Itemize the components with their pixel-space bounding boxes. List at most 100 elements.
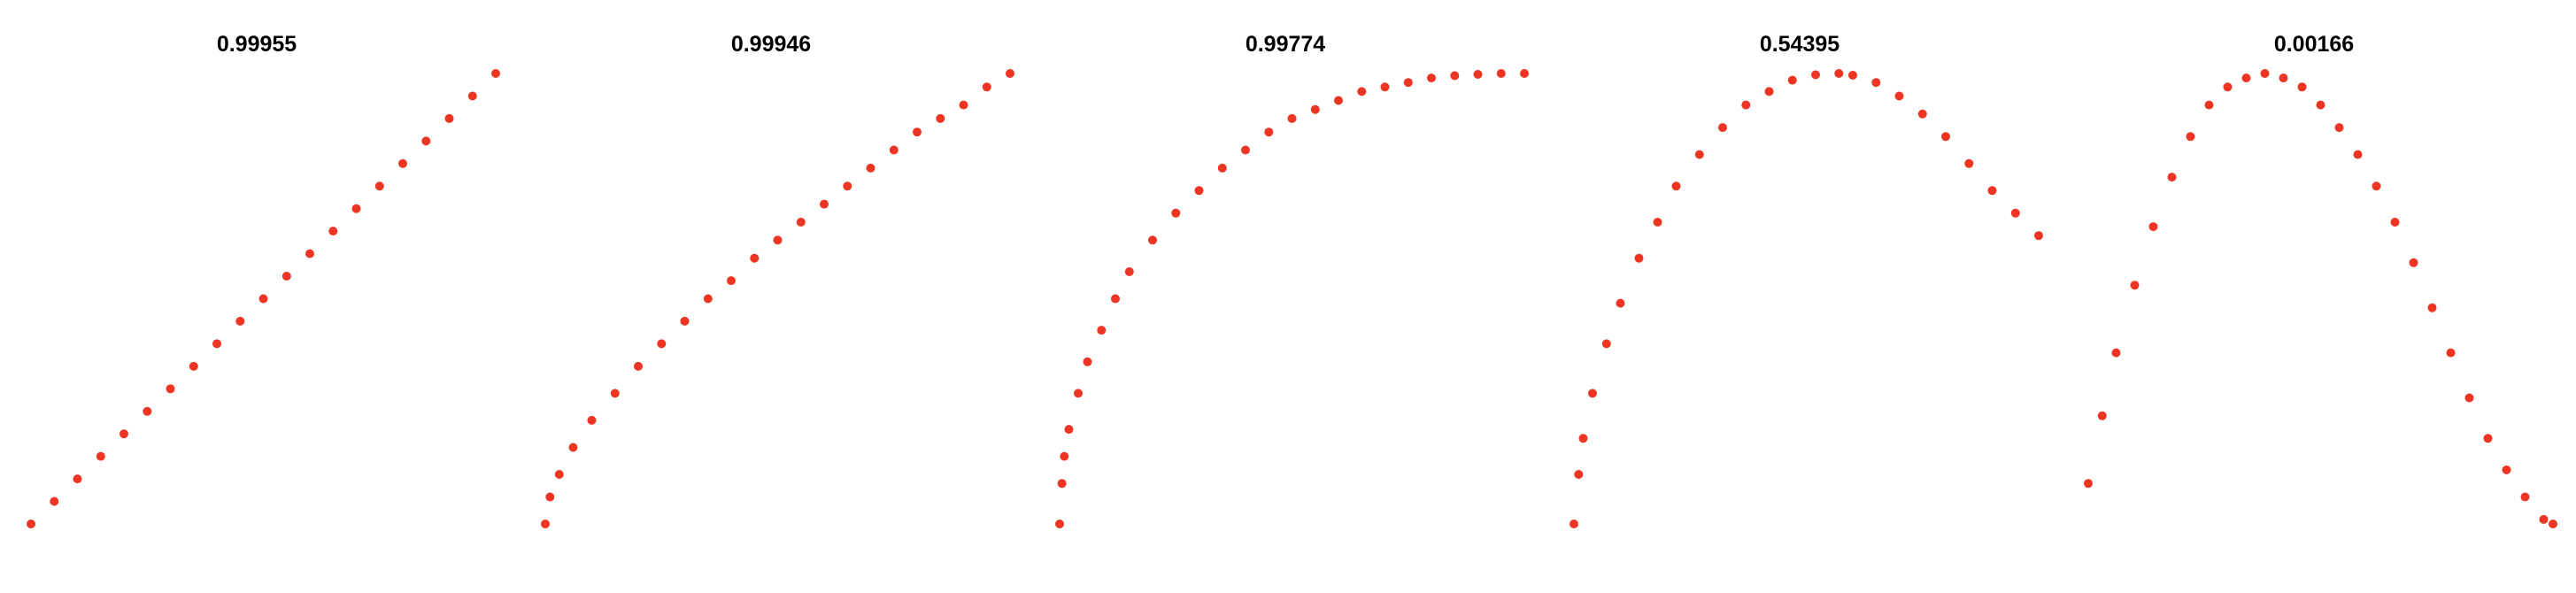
scatter-point: [610, 389, 620, 398]
scatter-point: [1616, 298, 1625, 308]
scatter-point: [1570, 520, 1578, 528]
scatter-point: [189, 361, 198, 371]
scatter-point: [1694, 150, 1704, 159]
scatter-point: [796, 218, 806, 227]
scatter-point: [1634, 253, 1644, 263]
scatter-point: [1787, 75, 1797, 85]
scatter-point: [96, 451, 105, 461]
scatter-point: [1741, 100, 1751, 110]
scatter-point: [1718, 123, 1727, 133]
scatter-points: [1055, 69, 1529, 528]
scatter-point: [1520, 69, 1529, 78]
scatter-point: [1403, 78, 1413, 88]
scatter-point: [2260, 69, 2270, 78]
panel-title: 0.99946: [731, 32, 811, 57]
scatter-point: [1574, 470, 1584, 479]
scatter-point: [491, 69, 500, 78]
scatter-point: [1006, 69, 1014, 78]
scatter-point: [1241, 145, 1250, 155]
scatter-point: [467, 91, 477, 101]
scatter-points: [27, 69, 500, 528]
scatter-point: [2390, 218, 2400, 227]
scatter-point: [2464, 393, 2474, 403]
scatter-point: [568, 443, 578, 452]
scatter-point: [1060, 451, 1069, 461]
scatter-point: [1941, 132, 1950, 142]
scatter-point: [1764, 87, 1774, 96]
scatter-point: [1057, 479, 1067, 489]
scatter-point: [1578, 434, 1588, 443]
scatter-point: [1111, 294, 1120, 304]
scatter-point: [1588, 389, 1597, 398]
scatter-point: [727, 276, 736, 286]
panel-title: 0.00166: [2274, 32, 2354, 57]
scatter-point: [2148, 222, 2158, 232]
panel-4: 0.54395: [1570, 32, 2043, 528]
scatter-point: [1871, 78, 1881, 88]
scatter-point: [1124, 267, 1134, 276]
scatter-point: [305, 249, 314, 258]
scatter-point: [2034, 231, 2043, 241]
scatter-point: [1171, 208, 1181, 218]
scatter-point: [1848, 71, 1857, 80]
scatter-point: [1601, 339, 1611, 349]
scatter-point: [2446, 348, 2456, 358]
panel-1: 0.99955: [27, 32, 500, 528]
scatter-point: [1194, 186, 1204, 196]
scatter-point: [2427, 303, 2437, 312]
scatter-point: [166, 384, 175, 394]
scatter-point: [1310, 104, 1320, 114]
scatter-point: [2130, 281, 2140, 290]
panel-5: 0.00166: [2084, 32, 2557, 528]
scatter-point: [398, 158, 407, 168]
scatter-point: [1148, 235, 1157, 245]
panel-title: 0.54395: [1760, 32, 1839, 57]
scatter-point: [1811, 70, 1820, 80]
scatter-point: [2111, 348, 2121, 358]
scatter-point: [1964, 158, 1974, 168]
scatter-point: [2084, 479, 2093, 489]
scatter-point: [1097, 326, 1107, 335]
scatter-point: [2010, 208, 2020, 218]
scatter-point: [2334, 123, 2344, 133]
scatter-point: [2520, 492, 2530, 502]
scatter-point: [889, 145, 899, 155]
scatter-point: [750, 253, 760, 263]
scatter-point: [1380, 82, 1390, 92]
scatter-point: [1917, 109, 1927, 119]
scatter-point: [120, 429, 128, 439]
scatter-point: [2241, 73, 2251, 83]
scatter-point: [2549, 520, 2557, 528]
scatter-point: [73, 474, 82, 484]
scatter-point: [328, 227, 338, 236]
scatter-points: [541, 69, 1014, 528]
scatter-point: [2097, 411, 2107, 420]
scatter-point: [1834, 69, 1844, 78]
panel-2: 0.99946: [541, 32, 1014, 528]
scatter-point: [1894, 91, 1904, 101]
scatter-point: [1287, 113, 1297, 123]
scatter-point: [2539, 514, 2549, 524]
scatter-point: [982, 82, 991, 92]
scatter-point: [554, 470, 564, 479]
scatter-point: [282, 272, 291, 281]
scatter-point: [936, 113, 945, 123]
scatter-point: [820, 199, 829, 209]
scatter-point: [2409, 258, 2418, 267]
scatter-point: [2372, 181, 2381, 191]
scatter-point: [1427, 73, 1436, 83]
scatter-point: [1074, 389, 1083, 398]
scatter-point: [1334, 96, 1343, 105]
scatter-point: [2297, 82, 2307, 92]
scatter-point: [913, 127, 922, 137]
panel-3: 0.99774: [1055, 32, 1529, 528]
scatter-point: [866, 163, 875, 173]
scatter-point: [843, 181, 852, 191]
scatter-point: [1653, 218, 1662, 227]
panel-title: 0.99774: [1246, 32, 1325, 57]
scatter-point: [2502, 465, 2511, 474]
scatter-point: [1496, 69, 1506, 78]
scatter-point: [374, 181, 384, 191]
scatter-point: [27, 520, 35, 528]
